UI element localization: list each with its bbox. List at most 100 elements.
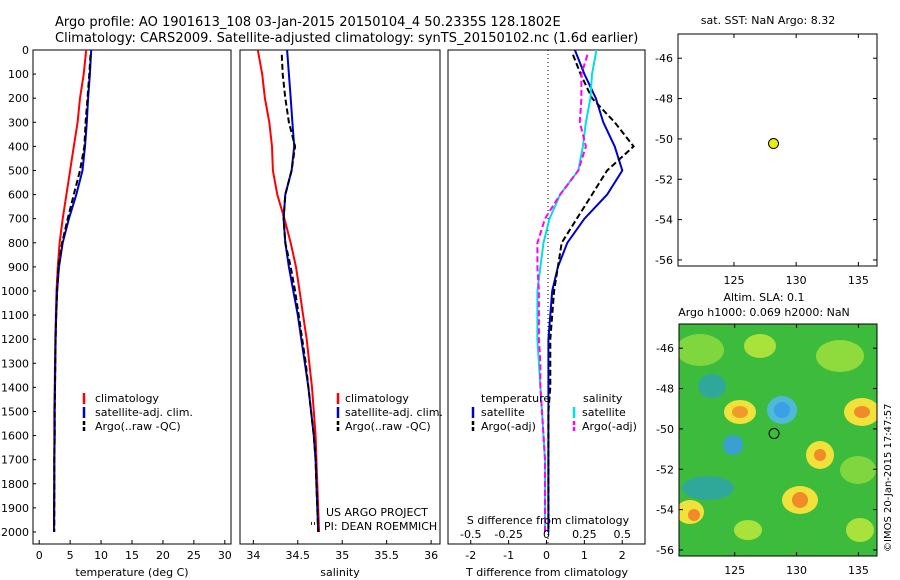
difference-panel: -2 -1 0 1 2 T difference from climatology S … [447,49,646,579]
series-line-argo-raw-qc- [53,54,92,532]
series-line-argo-raw-qc- [280,54,320,533]
series-line-climatology [256,49,321,533]
legend-argo-label: Argo(..raw -QC) [95,420,181,433]
legend-satellite-label: satellite-adj. clim. [345,406,443,419]
map-y-tick-label: -56 [656,544,674,557]
difference-x-ticks: -2 -1 0 1 2 [465,540,626,562]
salinity-series [256,49,321,533]
y-tick-label: 1800 [1,478,29,491]
pi-note: PI: DEAN ROEMMICH [324,520,437,533]
x-tick-label: 34.5 [286,549,311,562]
x-tick-label: 1 [581,549,588,562]
sla-blob [734,520,762,540]
x-tick-label: 15 [125,549,139,562]
x-tick-label: 34 [246,549,260,562]
salinity-legend: climatology satellite-adj. clim. Argo(..… [336,392,443,433]
x-tick-label: 36 [424,549,438,562]
x-tick-label: -1 [503,549,514,562]
map-y-tick-label: -52 [656,463,674,476]
difference-axes-frame [447,49,646,545]
y-tick-label: 1000 [1,285,29,298]
legend-climatology-label: climatology [95,392,159,405]
map-y-tick-label: -54 [655,214,673,227]
salinity-panel: 34 34.5 35 35.5 36 salinity climatology sate… [239,49,443,579]
x-tick-label: 10 [94,549,108,562]
legend-temperature-title: temperature [481,392,550,405]
x-tick-label: 5 [67,549,74,562]
legend-s-satellite-label: satellite [582,406,626,419]
sla-blob [816,340,864,372]
sla-blob [792,492,808,508]
s-difference-label: S difference from climatology [467,514,630,527]
y-tick-label: 300 [8,116,29,129]
salinity-xlabel: salinity [320,566,360,579]
series-line-salinity-satellite [536,49,598,532]
sla-map: Altim. SLA: 0.1 Argo h1000: 0.069 h2000:… [656,291,894,577]
map-x-tick-label: 130 [786,564,807,577]
x-tick-label: 25 [187,549,201,562]
sla-map-ticks: -46 -48 -50 -52 -54 -56 125 130 135 [656,324,877,577]
map-y-tick-label: -50 [656,423,674,436]
y-tick-label: 1600 [1,430,29,443]
legend-argo-label: Argo(..raw -QC) [345,420,431,433]
map-y-tick-label: -52 [655,173,673,186]
sla-map-frame [678,323,878,557]
argo-location-marker [768,138,780,150]
y-tick-label: 400 [8,140,29,153]
x-tick-label: 0 [543,549,550,562]
y-tick-label: 700 [8,213,29,226]
sla-blob [732,406,748,418]
sla-heatmap [679,324,877,556]
legend-t-satellite-label: satellite [481,406,525,419]
s-tick-label: 0.5 [614,528,632,541]
sla-blob [840,456,876,484]
figure-title-line1: Argo profile: AO 1901613_108 03-Jan-2015… [55,15,561,30]
sla-map-title-2: Argo h1000: 0.069 h2000: NaN [678,306,850,319]
temperature-xlabel: temperature (deg C) [75,566,188,579]
legend-climatology-label: climatology [345,392,409,405]
sst-map-title: sat. SST: NaN Argo: 8.32 [701,14,835,27]
y-tick-label: 1100 [1,309,29,322]
salinity-x-ticks: 34 34.5 35 35.5 36 [246,540,438,562]
sla-blob [846,518,874,542]
temperature-series [53,49,93,533]
s-difference-ticks: -0.5 -0.25 0 0.25 0.5 [460,528,631,541]
s-tick-label: 0 [543,528,550,541]
sst-map: sat. SST: NaN Argo: 8.32 -46 -48 -50 -52 -54… [655,14,878,287]
argo-location-marker [768,428,780,440]
map-x-tick-label: 125 [723,274,744,287]
sla-blob [679,334,724,366]
y-tick-label: 900 [8,261,29,274]
sla-blob [854,406,870,418]
y-tick-label: 0 [22,44,29,57]
x-tick-label: 35.5 [374,549,399,562]
temperature-panel: 0100200300400500600700800900100011001200… [1,44,232,579]
legend-satellite-label: satellite-adj. clim. [95,406,193,419]
sla-blob [774,402,790,418]
series-line-temperature-argo-adj- [547,54,635,532]
pi-note-prefix: ''' [310,520,319,533]
sst-map-ticks: -46 -48 -50 -52 -54 -56 125 130 135 [655,34,877,287]
sla-map-title-1: Altim. SLA: 0.1 [723,291,804,304]
y-tick-label: 200 [8,92,29,105]
y-tick-label: 2000 [1,526,29,539]
y-tick-label: 100 [8,68,29,81]
temperature-axes-frame [32,49,232,545]
y-tick-label: 1400 [1,381,29,394]
x-tick-label: 0 [36,549,43,562]
sla-blob [723,435,743,455]
x-tick-label: 20 [156,549,170,562]
s-tick-label: 0.25 [572,528,597,541]
legend-t-argo-label: Argo(-adj) [481,420,536,433]
sla-blob [814,449,826,461]
map-x-tick-label: 125 [724,564,745,577]
s-tick-label: -0.5 [460,528,481,541]
project-note: US ARGO PROJECT [326,506,428,519]
sla-blob [744,334,776,358]
series-line-salinity-argo-adj- [536,54,589,532]
y-tick-label: 1500 [1,405,29,418]
map-y-tick-label: -46 [656,342,674,355]
y-tick-label: 600 [8,189,29,202]
map-y-tick-label: -48 [656,383,674,396]
